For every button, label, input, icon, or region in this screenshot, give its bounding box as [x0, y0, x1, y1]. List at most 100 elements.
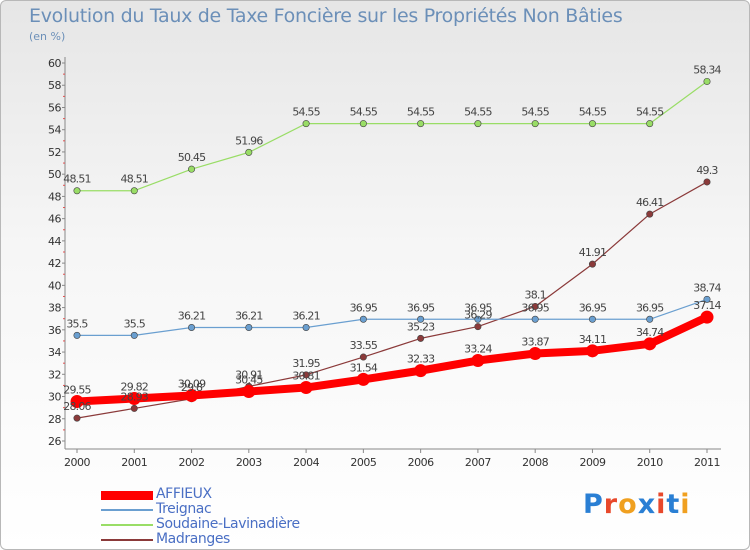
x-tick-label: 2007 — [465, 456, 491, 469]
data-label-affieux: 37.14 — [693, 299, 721, 312]
data-label-soudaine-lavinadi-re: 54.55 — [350, 106, 378, 119]
data-point-madranges — [588, 260, 596, 268]
data-label-soudaine-lavinadi-re: 51.96 — [235, 134, 263, 147]
data-label-affieux: 33.87 — [521, 336, 549, 349]
data-point-soudaine-lavinadi-re — [245, 148, 253, 156]
data-label-affieux: 30.81 — [292, 370, 320, 383]
data-point-affieux — [299, 381, 313, 395]
data-point-affieux — [356, 372, 370, 386]
data-point-affieux — [643, 337, 657, 351]
data-point-madranges — [359, 353, 367, 361]
x-tick-label: 2000 — [64, 456, 90, 469]
legend-label: Soudaine-Lavinadière — [156, 516, 300, 532]
series-line-treignac — [76, 298, 708, 336]
data-point-madranges — [417, 334, 425, 342]
y-tick-label: 44 — [48, 235, 61, 248]
legend-swatch — [101, 539, 153, 541]
data-point-madranges — [646, 210, 654, 218]
data-label-soudaine-lavinadi-re: 54.55 — [464, 106, 492, 119]
x-tick-label: 2003 — [236, 456, 262, 469]
data-labels: 29.55 29.82 30.09 30.45 30.81 31.54 32.33 33.24… — [63, 63, 722, 413]
data-point-treignac — [588, 315, 596, 323]
y-tick-label: 38 — [48, 302, 61, 315]
data-label-treignac: 36.95 — [407, 301, 435, 314]
logo-letter: i — [680, 489, 691, 520]
data-point-treignac — [474, 315, 482, 323]
legend-label: Madranges — [156, 531, 230, 547]
y-tick-label: 48 — [48, 190, 61, 203]
data-point-madranges — [703, 178, 711, 186]
y-tick-label: 56 — [48, 101, 61, 114]
proxiti-logo: Proxiti — [583, 489, 691, 520]
data-label-treignac: 35.5 — [66, 317, 88, 330]
data-label-treignac: 36.21 — [235, 309, 263, 322]
y-tick-label: 46 — [48, 213, 61, 226]
data-label-affieux: 29.82 — [121, 381, 149, 394]
data-point-affieux — [700, 310, 714, 324]
data-label-madranges: 46.41 — [636, 196, 664, 209]
y-tick-label: 32 — [48, 368, 61, 381]
series-line-affieux — [73, 313, 711, 406]
data-point-soudaine-lavinadi-re — [73, 187, 81, 195]
data-point-soudaine-lavinadi-re — [417, 120, 425, 128]
data-point-treignac — [359, 315, 367, 323]
logo-letter: o — [618, 489, 638, 520]
series-line-madranges — [76, 181, 708, 419]
data-label-affieux: 31.54 — [350, 361, 378, 374]
data-point-soudaine-lavinadi-re — [646, 120, 654, 128]
y-tick-label: 40 — [48, 279, 61, 292]
data-label-soudaine-lavinadi-re: 48.51 — [121, 173, 149, 186]
data-point-affieux — [127, 392, 141, 406]
data-label-treignac: 36.95 — [636, 301, 664, 314]
data-point-treignac — [417, 315, 425, 323]
x-tick-label: 2009 — [579, 456, 605, 469]
data-point-affieux — [185, 389, 199, 403]
x-tick-label: 2010 — [637, 456, 663, 469]
data-label-soudaine-lavinadi-re: 58.34 — [693, 63, 721, 76]
data-label-madranges: 38.1 — [525, 288, 546, 301]
data-label-madranges: 33.55 — [350, 339, 378, 352]
y-tick-label: 34 — [48, 346, 61, 359]
chart-subtitle: (en %) — [29, 30, 66, 43]
y-tick-label: 42 — [48, 257, 61, 270]
data-point-soudaine-lavinadi-re — [474, 120, 482, 128]
data-point-treignac — [130, 331, 138, 339]
data-label-treignac: 35.5 — [124, 317, 146, 330]
data-point-madranges — [302, 371, 310, 379]
data-point-madranges — [73, 414, 81, 422]
data-label-treignac: 36.21 — [292, 309, 320, 322]
data-label-treignac: 36.95 — [464, 301, 492, 314]
legend-label: Treignac — [156, 501, 212, 517]
data-label-affieux: 30.09 — [178, 378, 206, 391]
data-point-soudaine-lavinadi-re — [531, 120, 539, 128]
data-label-madranges: 28.93 — [121, 390, 149, 403]
data-point-affieux — [528, 347, 542, 361]
data-label-affieux: 29.55 — [63, 384, 91, 397]
data-label-treignac: 36.95 — [579, 301, 607, 314]
data-label-madranges: 41.91 — [579, 246, 607, 259]
legend-swatch — [101, 524, 153, 526]
data-label-madranges: 28.06 — [63, 400, 91, 413]
y-tick-label: 28 — [48, 413, 61, 426]
data-label-madranges: 31.95 — [292, 357, 320, 370]
data-point-soudaine-lavinadi-re — [588, 120, 596, 128]
data-label-madranges: 49.3 — [696, 164, 718, 177]
y-tick-label: 60 — [48, 57, 61, 70]
data-label-soudaine-lavinadi-re: 54.55 — [521, 106, 549, 119]
x-tick-label: 2002 — [179, 456, 205, 469]
y-tick-label: 52 — [48, 146, 61, 159]
data-point-treignac — [646, 315, 654, 323]
y-tick-label: 30 — [48, 391, 61, 404]
data-label-soudaine-lavinadi-re: 50.45 — [178, 151, 206, 164]
data-label-treignac: 38.74 — [693, 281, 721, 294]
series-line-soudaine-lavinadi-re — [76, 80, 708, 192]
data-point-madranges — [130, 404, 138, 412]
data-point-affieux — [242, 385, 256, 399]
y-tick-label: 26 — [48, 435, 61, 448]
y-tick-label: 50 — [48, 168, 61, 181]
data-point-affieux — [414, 364, 428, 378]
data-point-affieux — [70, 395, 84, 409]
data-point-madranges — [531, 302, 539, 310]
